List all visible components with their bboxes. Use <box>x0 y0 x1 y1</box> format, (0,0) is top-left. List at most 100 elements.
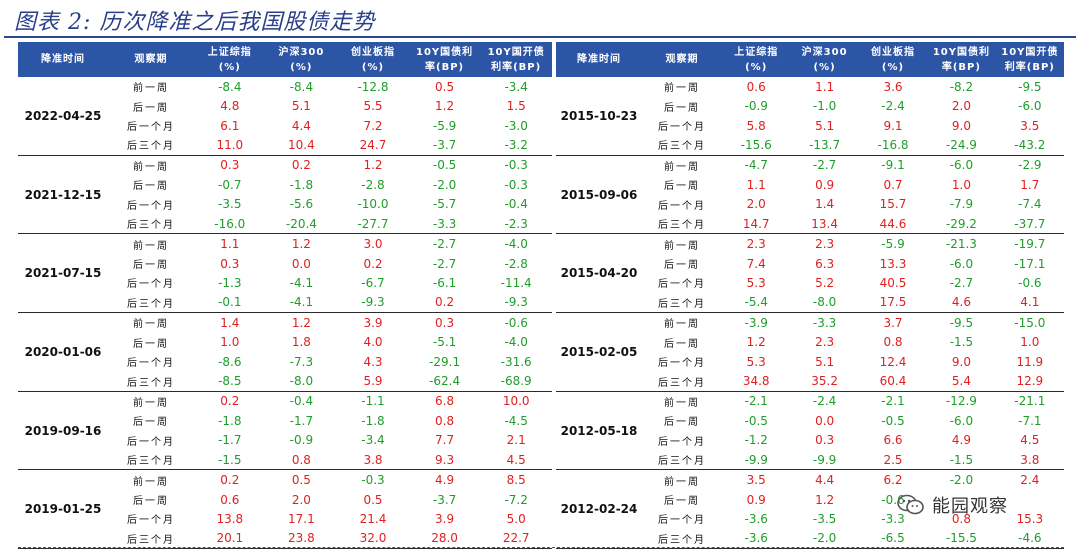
table-left-half: 降准时间 观察期 上证综指 (%) 沪深300 (%) 创业板指 (%) 10Y国债利 率(BP)… <box>18 42 552 550</box>
period-label: 后一周 <box>133 338 169 350</box>
period-label: 后三个月 <box>127 220 175 232</box>
value-cell: -2.0 <box>812 531 837 546</box>
header-cell: 10Y国开债 利率(BP) <box>1001 46 1059 73</box>
value-cell: -0.9 <box>744 99 768 114</box>
value-cell: 5.2 <box>815 275 835 290</box>
value-cell: -27.7 <box>357 216 389 231</box>
value-cell: 5.3 <box>746 354 766 369</box>
value-cell: -2.8 <box>504 256 528 271</box>
table-row: 后三个月 34.8 35.2 60.4 5.4 12.9 <box>642 372 1064 391</box>
period-label: 后一个月 <box>127 358 175 370</box>
period-rows: 前一周 0.6 1.1 3.6 -8.2 -9.5 后一周 -0.9 -1.0 -2.4 2.0 -6… <box>642 77 1064 155</box>
date-group: 2021-07-15 前一周 1.1 1.2 3.0 -2.7 -4.0 后一周 0.3 0.0 0… <box>18 234 552 314</box>
table-row: 后一周 -0.7 -1.8 -2.8 -2.0 -0.3 <box>108 175 552 194</box>
value-cell: 2.0 <box>746 197 766 212</box>
value-cell: -3.6 <box>744 511 768 526</box>
value-cell: 0.3 <box>220 256 240 271</box>
value-cell: 2.4 <box>1020 473 1040 488</box>
period-label: 后一个月 <box>127 436 175 448</box>
watermark: 能园观察 <box>896 490 1008 520</box>
period-label: 后一个月 <box>658 122 706 134</box>
period-label: 后三个月 <box>658 141 706 153</box>
value-cell: -2.0 <box>432 177 457 192</box>
value-cell: -1.8 <box>218 413 242 428</box>
value-cell: -9.3 <box>504 295 528 310</box>
value-cell: -1.2 <box>744 433 768 448</box>
date-group: 2019-09-16 前一周 0.2 -0.4 -1.1 6.8 10.0 后一周 -1.8 -1… <box>18 392 552 471</box>
table-row: 后一个月 -3.6 -3.5 -3.3 0.8 15.3 <box>642 509 1064 528</box>
table-row: 后一周 7.4 6.3 13.3 -6.0 -17.1 <box>642 254 1064 273</box>
value-cell: -3.3 <box>812 315 837 330</box>
period-label: 后一个月 <box>127 279 175 291</box>
value-cell: 7.7 <box>435 433 455 448</box>
period-label: 后三个月 <box>127 534 175 546</box>
value-cell: 0.5 <box>435 79 455 94</box>
table-row: 后一个月 -3.5 -5.6 -10.0 -5.7 -0.4 <box>108 195 552 214</box>
period-label: 后一周 <box>664 417 700 429</box>
value-cell: -3.5 <box>218 197 242 212</box>
table-row: 后三个月 -15.6 -13.7 -16.8 -24.9 -43.2 <box>642 135 1064 154</box>
value-cell: 6.6 <box>883 433 903 448</box>
header-cell: 上证综指 (%) <box>734 46 779 73</box>
value-cell: 11.0 <box>216 137 244 152</box>
cut-date: 2012-02-24 <box>560 502 638 517</box>
value-cell: -7.1 <box>1018 413 1042 428</box>
value-cell: -1.7 <box>218 433 242 448</box>
value-cell: -6.0 <box>949 256 974 271</box>
header-cell: 10Y国债利 率(BP) <box>932 46 990 73</box>
value-cell: 4.6 <box>951 295 971 310</box>
header-cell: 10Y国债利 率(BP) <box>415 46 474 73</box>
date-group: 2015-04-20 前一周 2.3 2.3 -5.9 -21.3 -19.7 后一周 7.4 6… <box>556 234 1064 314</box>
value-cell: -0.6 <box>1018 275 1042 290</box>
period-label: 后一个月 <box>658 436 706 448</box>
table-row: 后一周 0.3 0.0 0.2 -2.7 -2.8 <box>108 254 552 273</box>
value-cell: -6.0 <box>1018 99 1042 114</box>
value-cell: 0.5 <box>363 492 383 507</box>
value-cell: -3.3 <box>432 216 457 231</box>
period-rows: 前一周 -3.9 -3.3 3.7 -9.5 -15.0 后一周 1.2 2.3 0.8 -1.5 1… <box>642 313 1064 391</box>
table-row: 后一周 0.6 2.0 0.5 -3.7 -7.2 <box>108 490 552 509</box>
value-cell: 9.0 <box>951 118 971 133</box>
header-cell: 降准时间 <box>577 54 621 65</box>
cut-date: 2015-04-20 <box>560 266 638 281</box>
period-label: 后一个月 <box>127 515 175 527</box>
value-cell: 1.7 <box>1020 177 1040 192</box>
value-cell: 5.3 <box>746 275 766 290</box>
value-cell: -1.5 <box>949 335 974 350</box>
value-cell: 13.4 <box>811 216 838 231</box>
value-cell: 1.0 <box>220 335 240 350</box>
value-cell: 14.7 <box>742 216 770 231</box>
period-label: 后一周 <box>664 338 700 350</box>
value-cell: 32.0 <box>359 531 387 546</box>
date-group: 2012-02-24 前一周 3.5 4.4 6.2 -2.0 2.4 后一周 0.9 1.2 -0… <box>556 470 1064 550</box>
value-cell: -62.4 <box>429 374 461 389</box>
period-label: 前一周 <box>664 319 700 331</box>
value-cell: -9.1 <box>881 158 905 173</box>
value-cell: 12.9 <box>1016 374 1044 389</box>
value-cell: -3.4 <box>504 79 528 94</box>
value-cell: -9.5 <box>1018 79 1042 94</box>
value-cell: -68.9 <box>500 374 532 389</box>
value-cell: -3.3 <box>881 511 905 526</box>
table-row: 后一个月 2.0 1.4 15.7 -7.9 -7.4 <box>642 195 1064 214</box>
value-cell: -43.2 <box>1014 137 1046 152</box>
table-row: 后三个月 -9.9 -9.9 2.5 -1.5 3.8 <box>642 450 1064 469</box>
value-cell: -0.5 <box>744 413 768 428</box>
value-cell: 1.1 <box>746 177 766 192</box>
period-label: 前一周 <box>133 397 169 409</box>
value-cell: -7.4 <box>1018 197 1042 212</box>
table-row: 后一周 -0.9 -1.0 -2.4 2.0 -6.0 <box>642 97 1064 116</box>
value-cell: 0.8 <box>883 335 903 350</box>
value-cell: -4.1 <box>289 295 314 310</box>
date-group: 2021-12-15 前一周 0.3 0.2 1.2 -0.5 -0.3 后一周 -0.7 -1.… <box>18 156 552 235</box>
value-cell: -12.9 <box>945 394 977 409</box>
value-cell: 0.0 <box>291 256 311 271</box>
period-label: 后三个月 <box>658 456 706 468</box>
table-row: 前一周 -4.7 -2.7 -9.1 -6.0 -2.9 <box>642 156 1064 175</box>
table-row: 后一周 -1.8 -1.7 -1.8 0.8 -4.5 <box>108 411 552 430</box>
value-cell: 4.9 <box>435 473 455 488</box>
value-cell: 5.1 <box>291 99 311 114</box>
value-cell: 1.0 <box>951 177 971 192</box>
value-cell: 1.2 <box>291 237 311 252</box>
value-cell: 6.8 <box>435 394 455 409</box>
